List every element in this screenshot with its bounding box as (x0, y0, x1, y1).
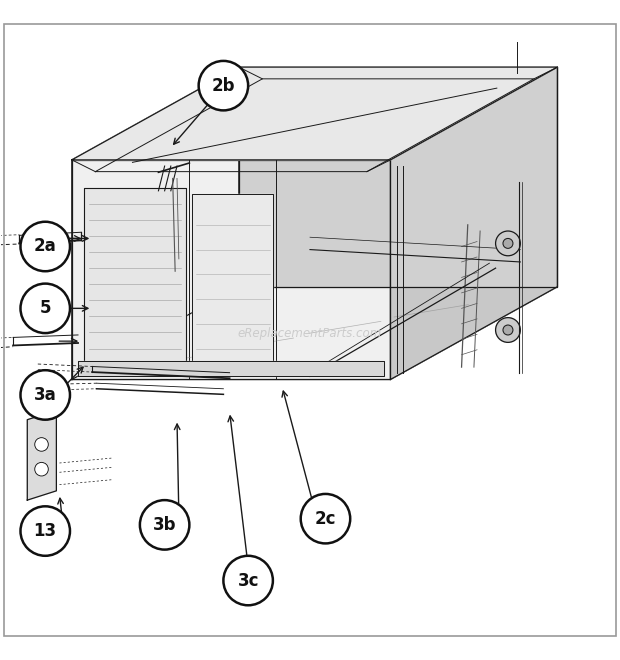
Polygon shape (192, 194, 273, 367)
Circle shape (503, 238, 513, 248)
Circle shape (495, 317, 520, 343)
Circle shape (35, 463, 48, 476)
Polygon shape (27, 411, 56, 500)
Circle shape (198, 61, 248, 110)
Text: 13: 13 (33, 522, 57, 540)
Polygon shape (72, 160, 391, 380)
Text: 3b: 3b (153, 516, 176, 534)
Text: 2a: 2a (34, 238, 56, 255)
Circle shape (20, 284, 70, 333)
Text: eReplacementParts.com: eReplacementParts.com (238, 327, 382, 340)
Text: 2b: 2b (211, 77, 235, 94)
Polygon shape (84, 187, 186, 364)
Circle shape (503, 325, 513, 335)
Polygon shape (239, 67, 557, 286)
Text: 3a: 3a (34, 386, 56, 404)
Text: 2c: 2c (315, 510, 336, 528)
Circle shape (495, 231, 520, 256)
Circle shape (140, 500, 189, 550)
Text: 3c: 3c (237, 572, 259, 589)
Polygon shape (72, 67, 557, 160)
Text: 5: 5 (40, 300, 51, 317)
Circle shape (20, 370, 70, 420)
Circle shape (20, 222, 70, 271)
Circle shape (223, 556, 273, 605)
Circle shape (20, 506, 70, 556)
Polygon shape (78, 361, 384, 376)
Polygon shape (391, 67, 557, 380)
Polygon shape (72, 67, 239, 380)
Circle shape (301, 494, 350, 543)
Polygon shape (72, 286, 557, 380)
Circle shape (35, 438, 48, 451)
